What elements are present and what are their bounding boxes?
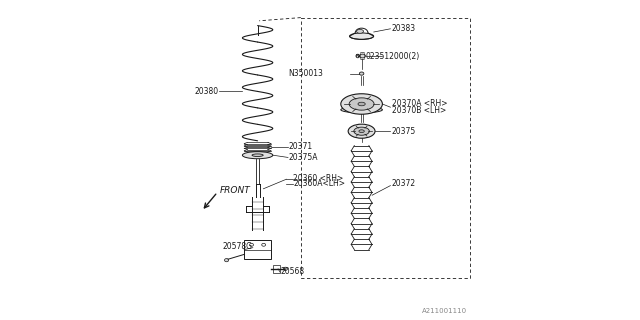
Text: N: N [356,54,360,58]
Ellipse shape [358,102,365,106]
Text: 20372: 20372 [392,180,416,188]
Text: N350013: N350013 [289,69,323,78]
Text: 20375A: 20375A [289,153,319,162]
Text: FRONT: FRONT [220,186,251,195]
Text: 20383: 20383 [392,24,416,33]
Text: 20360 <RH>: 20360 <RH> [293,174,344,183]
Ellipse shape [360,72,364,75]
Ellipse shape [341,107,383,113]
Ellipse shape [341,94,383,114]
Text: A211001110: A211001110 [422,308,467,314]
Text: 20360A<LH>: 20360A<LH> [293,180,346,188]
Text: Ⓝ: Ⓝ [359,52,364,60]
Ellipse shape [225,259,228,262]
Text: 20370B <LH>: 20370B <LH> [392,106,446,115]
Bar [244,240,271,259]
Ellipse shape [243,152,273,159]
Ellipse shape [349,33,374,39]
Text: 20380: 20380 [195,87,218,96]
Text: 20371: 20371 [289,142,313,151]
Ellipse shape [252,154,263,156]
Ellipse shape [356,29,364,33]
Ellipse shape [348,124,375,138]
Ellipse shape [359,130,364,132]
Ellipse shape [354,127,369,135]
Ellipse shape [360,54,365,58]
Ellipse shape [349,98,374,110]
Ellipse shape [284,267,287,270]
Text: 20375: 20375 [392,127,416,136]
Bar [273,265,280,273]
Text: 20568: 20568 [280,268,305,276]
Text: 20370A <RH>: 20370A <RH> [392,100,447,108]
Text: 023512000(2): 023512000(2) [366,52,420,60]
Text: 20578G: 20578G [223,242,252,251]
